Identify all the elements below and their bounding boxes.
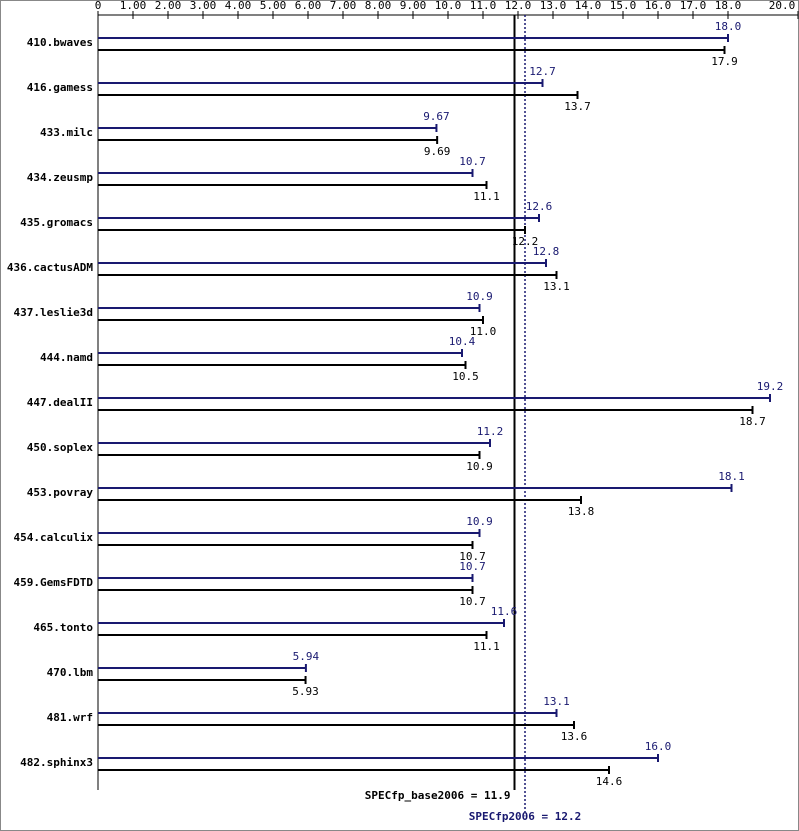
value-label: 12.7 xyxy=(529,65,556,78)
value-label: 11.2 xyxy=(477,425,504,438)
category-label: 481.wrf xyxy=(47,711,93,724)
x-tick-label: 2.00 xyxy=(155,0,182,12)
value-label: 10.9 xyxy=(466,460,493,473)
x-tick-label: 13.0 xyxy=(540,0,567,12)
x-tick-label: 17.0 xyxy=(680,0,707,12)
x-tick-label: 10.0 xyxy=(435,0,462,12)
value-label: 17.9 xyxy=(711,55,738,68)
value-label: 16.0 xyxy=(645,740,672,753)
value-label: 10.7 xyxy=(459,550,486,563)
value-label: 11.1 xyxy=(473,640,500,653)
value-label: 10.7 xyxy=(459,560,486,573)
reference-label: SPECfp_base2006 = 11.9 xyxy=(365,789,511,802)
value-label: 12.6 xyxy=(526,200,553,213)
x-tick-label: 8.00 xyxy=(365,0,392,12)
value-label: 9.67 xyxy=(423,110,450,123)
value-label: 19.2 xyxy=(757,380,784,393)
value-label: 18.0 xyxy=(715,20,742,33)
category-label: 454.calculix xyxy=(14,531,94,544)
value-label: 10.5 xyxy=(452,370,479,383)
category-label: 459.GemsFDTD xyxy=(14,576,94,589)
x-tick-label: 4.00 xyxy=(225,0,252,12)
value-label: 13.6 xyxy=(561,730,588,743)
x-tick-label: 3.00 xyxy=(190,0,217,12)
value-label: 18.7 xyxy=(739,415,766,428)
value-label: 13.7 xyxy=(564,100,591,113)
value-label: 14.6 xyxy=(596,775,623,788)
x-tick-label: 14.0 xyxy=(575,0,602,12)
category-label: 447.dealII xyxy=(27,396,93,409)
category-label: 482.sphinx3 xyxy=(20,756,93,769)
value-label: 13.1 xyxy=(543,695,570,708)
x-tick-label: 12.0 xyxy=(505,0,532,12)
value-label: 5.93 xyxy=(292,685,319,698)
category-label: 433.milc xyxy=(40,126,93,139)
value-label: 10.9 xyxy=(466,515,493,528)
x-tick-label: 0 xyxy=(95,0,102,12)
x-tick-label: 1.00 xyxy=(120,0,147,12)
category-label: 450.soplex xyxy=(27,441,94,454)
reference-label: SPECfp2006 = 12.2 xyxy=(469,810,582,823)
x-tick-label: 11.0 xyxy=(470,0,497,12)
value-label: 10.9 xyxy=(466,290,493,303)
value-label: 11.1 xyxy=(473,190,500,203)
value-label: 13.1 xyxy=(543,280,570,293)
category-label: 465.tonto xyxy=(33,621,93,634)
category-label: 444.namd xyxy=(40,351,93,364)
x-tick-label: 9.00 xyxy=(400,0,427,12)
x-tick-label: 16.0 xyxy=(645,0,672,12)
x-tick-label: 15.0 xyxy=(610,0,637,12)
category-label: 453.povray xyxy=(27,486,94,499)
value-label: 12.2 xyxy=(512,235,539,248)
value-label: 10.7 xyxy=(459,595,486,608)
value-label: 12.8 xyxy=(533,245,560,258)
category-label: 435.gromacs xyxy=(20,216,93,229)
value-label: 10.7 xyxy=(459,155,486,168)
x-tick-label: 7.00 xyxy=(330,0,357,12)
value-label: 11.0 xyxy=(470,325,497,338)
value-label: 11.6 xyxy=(491,605,518,618)
value-label: 10.4 xyxy=(449,335,476,348)
value-label: 5.94 xyxy=(293,650,320,663)
value-label: 18.1 xyxy=(718,470,745,483)
category-label: 410.bwaves xyxy=(27,36,93,49)
category-label: 436.cactusADM xyxy=(7,261,93,274)
x-tick-label: 5.00 xyxy=(260,0,287,12)
category-label: 434.zeusmp xyxy=(27,171,94,184)
x-tick-label: 18.0 xyxy=(715,0,742,12)
x-tick-label: 6.00 xyxy=(295,0,322,12)
category-label: 437.leslie3d xyxy=(14,306,93,319)
value-label: 9.69 xyxy=(424,145,451,158)
x-tick-label: 20.0 xyxy=(769,0,796,12)
value-label: 13.8 xyxy=(568,505,595,518)
category-label: 470.lbm xyxy=(47,666,94,679)
category-label: 416.gamess xyxy=(27,81,93,94)
